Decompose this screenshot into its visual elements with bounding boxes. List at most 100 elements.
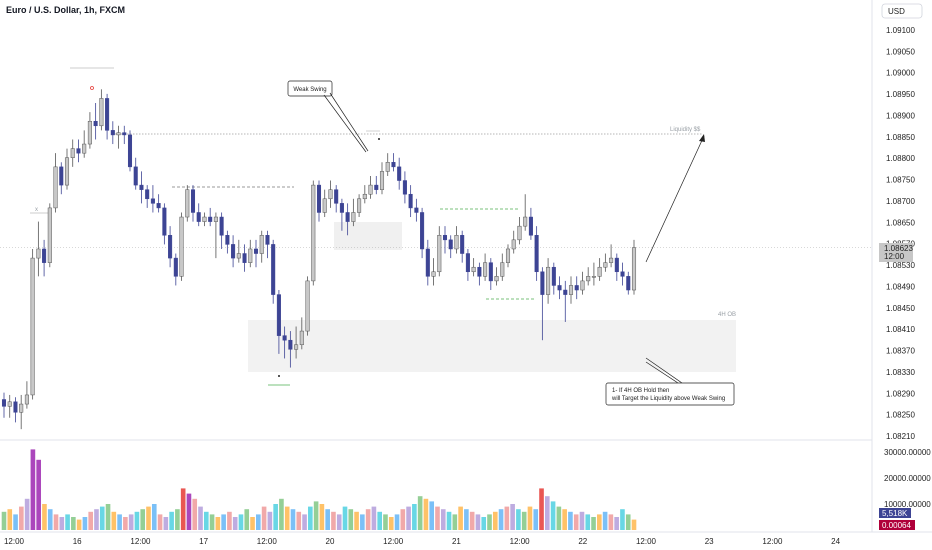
candle xyxy=(609,244,614,268)
volume-bar xyxy=(65,514,70,530)
candle xyxy=(385,153,390,176)
volume-bar xyxy=(244,509,250,530)
volume-bar xyxy=(209,514,215,530)
candle xyxy=(546,258,551,304)
volume-bar xyxy=(417,496,423,530)
volume-bar xyxy=(227,511,232,530)
price-tick-label: 1.08900 xyxy=(886,111,915,120)
currency-button-box[interactable] xyxy=(881,3,923,19)
volume-bar xyxy=(146,506,151,530)
currency-button-label[interactable]: USD xyxy=(888,7,905,16)
volume-bar xyxy=(527,506,533,530)
volume-bar xyxy=(175,509,180,530)
candle-body xyxy=(253,248,259,254)
candle-body xyxy=(362,193,367,200)
volume-bar xyxy=(180,488,186,530)
candle-body xyxy=(511,239,516,250)
volume-bar xyxy=(354,511,359,530)
candle-body xyxy=(454,235,459,250)
candle xyxy=(591,262,596,286)
candle xyxy=(105,93,110,140)
volume-bar xyxy=(7,509,13,530)
candle-body xyxy=(488,262,493,282)
volume-bar xyxy=(273,504,278,530)
volume-bar xyxy=(42,504,47,530)
price-tick-label: 1.08290 xyxy=(886,389,915,398)
candle xyxy=(374,175,379,195)
candle xyxy=(534,226,539,281)
candle xyxy=(99,89,104,131)
candle-body xyxy=(591,276,596,278)
price-tick-label: 1.08330 xyxy=(886,368,915,377)
candle-body xyxy=(471,266,476,273)
candle-body xyxy=(1,399,7,407)
time-axis[interactable]: 12:00 16 12:00 17 12:00 20 12:00 21 12:00 22 12:00… xyxy=(4,537,841,546)
candle-body xyxy=(271,244,276,295)
candle-body xyxy=(437,235,442,273)
candle xyxy=(282,326,287,359)
volume-bar xyxy=(591,517,596,530)
candle-body xyxy=(179,216,184,277)
candle-body xyxy=(236,253,241,259)
volume-bar xyxy=(192,498,198,530)
candle xyxy=(620,262,625,286)
target-arrow xyxy=(645,134,705,263)
candle-body xyxy=(620,271,625,277)
volume-bar xyxy=(267,511,273,530)
candle xyxy=(236,239,241,263)
candle xyxy=(345,203,350,236)
candle-body xyxy=(568,285,574,295)
time-tick-label: 23 xyxy=(705,537,714,546)
candle-body xyxy=(7,401,12,407)
candle-body xyxy=(127,134,133,168)
candle xyxy=(465,248,470,281)
candle xyxy=(528,207,533,240)
price-axis[interactable]: 1.09100 1.09050 1.09000 1.08950 1.08900 1.088… xyxy=(886,26,915,441)
candle xyxy=(402,171,407,204)
candle-body xyxy=(368,184,373,195)
volume-bar xyxy=(440,509,446,530)
current-price-box xyxy=(879,243,913,262)
candle xyxy=(156,194,161,213)
candle xyxy=(110,121,115,145)
volume-bar xyxy=(238,514,244,530)
volume-layer xyxy=(1,449,637,530)
candle-body xyxy=(631,247,637,291)
volume-bar xyxy=(533,509,539,530)
volume-bar xyxy=(134,511,140,530)
current-price-badge: 1.08623 12:00 xyxy=(879,243,913,262)
volume-tick-label: 10000.00000 xyxy=(884,500,931,509)
candle-body xyxy=(19,403,24,413)
candle xyxy=(82,130,87,158)
candle xyxy=(357,194,362,218)
price-tick-label: 1.08250 xyxy=(886,411,915,420)
candle-body xyxy=(563,289,568,295)
candle xyxy=(442,226,448,254)
target-arrow-head xyxy=(699,134,705,142)
time-tick-label: 12:00 xyxy=(4,537,25,546)
volume-bar xyxy=(325,509,330,530)
volume-bar xyxy=(215,517,221,530)
candle xyxy=(488,258,493,291)
candle-body xyxy=(448,239,453,250)
candle xyxy=(494,267,499,286)
time-tick-label: 12:00 xyxy=(636,537,657,546)
candle xyxy=(568,276,574,304)
volume-bar xyxy=(284,506,290,530)
candle-body xyxy=(523,216,528,227)
weak-swing-arrow xyxy=(329,92,369,152)
candle xyxy=(328,180,333,208)
volume-bar xyxy=(585,514,591,530)
candle xyxy=(471,258,476,277)
candle xyxy=(133,157,138,190)
currency-button[interactable]: USD xyxy=(881,3,923,19)
volume-bar xyxy=(82,517,88,530)
swing-high-dot xyxy=(90,86,94,90)
volume-bar xyxy=(117,514,122,530)
volume-bar xyxy=(498,509,504,530)
time-tick-label: 16 xyxy=(73,537,82,546)
candle-body xyxy=(528,216,533,236)
volume-axis: 30000.00000 20000.00000 10000.00000 xyxy=(884,448,931,509)
candle-body xyxy=(196,212,201,222)
